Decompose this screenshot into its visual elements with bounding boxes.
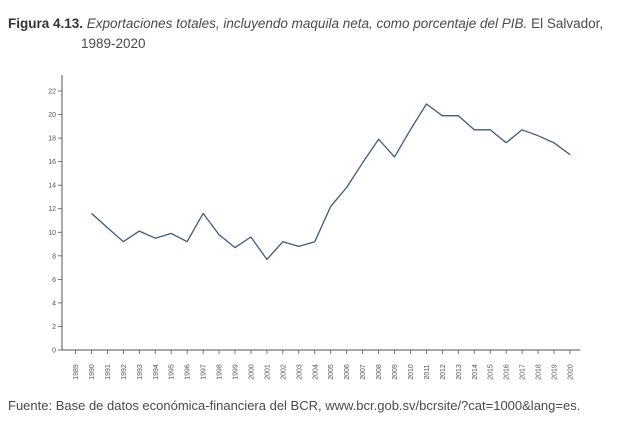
x-tick-label: 2011 [424, 364, 431, 379]
y-tick-label: 4 [52, 300, 56, 307]
figure-caption: Figura 4.13. Exportaciones totales, incl… [8, 14, 608, 54]
x-tick-label: 2006 [344, 364, 351, 380]
x-tick-label: 2004 [312, 364, 319, 380]
x-tick-label: 1992 [121, 364, 128, 380]
x-tick-label: 1989 [73, 364, 80, 380]
x-tick-label: 2002 [280, 364, 287, 380]
figure-title-years: 1989-2020 [81, 36, 146, 51]
figure-title-country: El Salvador, [531, 16, 604, 31]
y-tick-label: 22 [48, 89, 56, 96]
x-tick-label: 2012 [440, 364, 447, 380]
x-tick-label: 2008 [376, 364, 383, 380]
x-tick-label: 2000 [248, 364, 255, 380]
x-tick-label: 2013 [456, 364, 463, 380]
x-tick-label: 2003 [296, 364, 303, 380]
x-tick-label: 1994 [153, 364, 160, 380]
x-tick-label: 2005 [328, 364, 335, 380]
y-tick-label: 12 [48, 206, 56, 213]
y-tick-label: 14 [48, 183, 56, 190]
x-tick-label: 2019 [552, 364, 559, 380]
y-tick-label: 8 [52, 253, 56, 260]
x-tick-label: 1995 [169, 364, 176, 380]
figure-title: Exportaciones totales, incluyendo maquil… [86, 16, 528, 31]
x-axis-ticks: 1989 1990 1991 1992 1993 1994 1995 1996 1997 1998… [73, 350, 574, 380]
x-tick-label: 1990 [89, 364, 96, 380]
y-tick-label: 2 [52, 324, 56, 331]
x-tick-label: 2010 [408, 364, 415, 380]
x-tick-label: 2014 [472, 364, 479, 380]
x-tick-label: 2015 [488, 364, 495, 380]
x-tick-label: 1996 [185, 364, 192, 380]
series-line [91, 103, 571, 261]
y-tick-label: 20 [48, 112, 56, 119]
y-tick-label: 6 [52, 277, 56, 284]
y-axis-ticks: 0 2 4 6 8 10 12 14 16 18 20 22 [48, 89, 62, 355]
source-note: Fuente: Base de datos económica-financie… [8, 398, 581, 413]
y-tick-label: 18 [48, 136, 56, 143]
x-tick-label: 2009 [392, 364, 399, 380]
x-tick-label: 1999 [233, 364, 240, 380]
figure-label: Figura 4.13. [8, 16, 84, 31]
x-tick-label: 1993 [137, 364, 144, 380]
x-tick-label: 2016 [504, 364, 511, 380]
x-tick-label: 1997 [201, 364, 208, 380]
x-tick-label: 2018 [536, 364, 543, 380]
y-tick-label: 10 [48, 230, 56, 237]
x-tick-label: 1991 [105, 364, 112, 380]
y-tick-label: 16 [48, 159, 56, 166]
x-tick-label: 2001 [264, 364, 271, 380]
x-tick-label: 2020 [567, 364, 574, 380]
x-tick-label: 2007 [360, 364, 367, 380]
x-tick-label: 2017 [520, 364, 527, 380]
chart-series [91, 103, 571, 261]
y-tick-label: 0 [52, 348, 56, 355]
chart-axes [61, 75, 580, 351]
x-tick-label: 1998 [217, 364, 224, 380]
